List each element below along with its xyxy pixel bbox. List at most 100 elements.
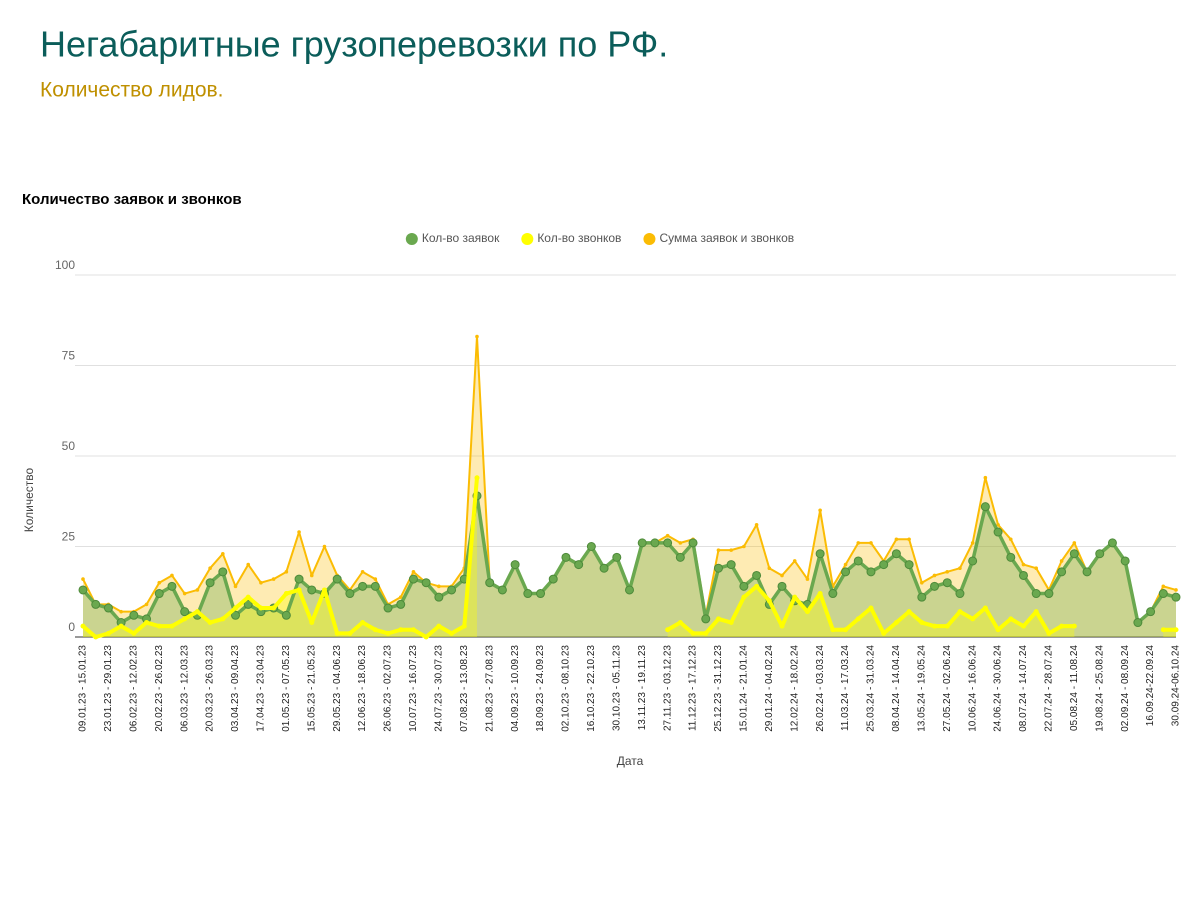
x-tick-label: 10.06.24 - 16.06.24 xyxy=(967,645,978,732)
x-tick-label: 29.01.24 - 04.02.24 xyxy=(764,645,775,732)
point xyxy=(944,623,950,629)
point xyxy=(167,581,177,591)
point xyxy=(271,605,277,611)
x-tick-label: 16.09.24-22.09.24 xyxy=(1145,645,1156,727)
point xyxy=(474,475,480,481)
point xyxy=(767,566,772,571)
point xyxy=(271,577,276,581)
point xyxy=(396,599,406,609)
x-tick-label: 20.02.23 - 26.02.23 xyxy=(154,645,165,732)
x-tick-label: 13.05.24 - 19.05.24 xyxy=(916,645,927,732)
point xyxy=(372,627,378,633)
point xyxy=(180,607,190,617)
point xyxy=(907,537,911,542)
x-tick-label: 09.01.23 - 15.01.23 xyxy=(78,645,89,732)
point xyxy=(665,533,670,538)
x-tick-label: 05.08.24 - 11.08.24 xyxy=(1069,645,1080,731)
x-tick-label: 22.07.24 - 28.07.24 xyxy=(1044,645,1055,732)
point xyxy=(841,567,851,577)
x-tick-label: 06.03.23 - 12.03.23 xyxy=(179,645,190,732)
point xyxy=(665,627,671,633)
point xyxy=(675,552,685,562)
point xyxy=(855,616,861,622)
point xyxy=(497,585,507,595)
point xyxy=(1006,552,1016,562)
point xyxy=(780,573,784,578)
point xyxy=(792,559,797,563)
point xyxy=(1018,570,1028,580)
point xyxy=(294,574,304,584)
point xyxy=(383,603,393,613)
point xyxy=(932,573,937,578)
point xyxy=(830,627,836,633)
point xyxy=(246,562,251,567)
point xyxy=(779,623,785,629)
x-tick-label: 15.05.23 - 21.05.23 xyxy=(306,645,317,732)
point xyxy=(815,549,825,559)
point xyxy=(182,591,187,596)
point xyxy=(754,583,760,589)
point xyxy=(81,577,85,581)
point xyxy=(1031,589,1041,599)
point xyxy=(347,630,353,636)
point xyxy=(411,570,416,574)
point xyxy=(1069,549,1079,559)
x-tick-label: 24.06.24 - 30.06.24 xyxy=(993,645,1004,732)
point xyxy=(1020,623,1026,629)
point xyxy=(958,566,962,571)
legend-marker xyxy=(521,233,534,245)
point xyxy=(231,610,241,620)
point xyxy=(297,530,301,534)
point xyxy=(281,610,291,620)
point xyxy=(1120,556,1130,566)
point xyxy=(996,522,1000,527)
x-tick-label: 27.05.24 - 02.06.24 xyxy=(942,645,953,732)
point xyxy=(536,589,546,599)
point xyxy=(157,580,162,585)
point xyxy=(625,585,634,595)
point xyxy=(612,552,622,562)
point xyxy=(156,623,162,629)
point xyxy=(586,542,596,551)
point xyxy=(701,614,711,624)
x-tick-label: 10.07.23 - 16.07.23 xyxy=(408,645,419,732)
point xyxy=(1095,549,1105,559)
point xyxy=(1034,566,1038,571)
point xyxy=(129,610,139,620)
page-title: Негабаритные грузоперевозки по РФ. xyxy=(40,24,668,65)
point xyxy=(321,587,327,593)
x-tick-label: 02.09.24 - 08.09.24 xyxy=(1120,645,1131,732)
x-tick-label: 07.08.23 - 13.08.23 xyxy=(459,645,470,732)
series-area xyxy=(83,477,477,637)
point xyxy=(345,589,355,599)
legend-label: Кол-во заявок xyxy=(422,231,500,245)
point xyxy=(103,603,113,613)
series-area xyxy=(83,495,1176,637)
point xyxy=(170,573,174,578)
point xyxy=(434,592,444,602)
x-tick-label: 18.09.23 - 24.09.23 xyxy=(535,645,546,732)
y-tick-label: 25 xyxy=(62,530,76,544)
point xyxy=(1008,616,1014,622)
point xyxy=(1046,630,1052,636)
point xyxy=(485,578,495,588)
point xyxy=(447,585,457,595)
point xyxy=(983,475,988,480)
point xyxy=(1161,584,1166,589)
point xyxy=(970,541,975,545)
point xyxy=(332,574,342,584)
x-tick-label: 08.07.24 - 14.07.24 xyxy=(1018,645,1029,732)
point xyxy=(296,587,302,593)
point xyxy=(856,541,861,545)
point xyxy=(945,570,950,574)
point xyxy=(1059,623,1065,629)
point xyxy=(421,578,431,588)
x-tick-label: 06.02.23 - 12.02.23 xyxy=(128,645,139,732)
x-tick-label: 25.12.23 - 31.12.23 xyxy=(713,645,724,732)
point xyxy=(307,585,317,595)
point xyxy=(309,620,315,626)
point xyxy=(243,599,253,609)
point xyxy=(677,620,683,626)
x-tick-label: 27.11.23 - 03.12.23 xyxy=(662,645,673,731)
